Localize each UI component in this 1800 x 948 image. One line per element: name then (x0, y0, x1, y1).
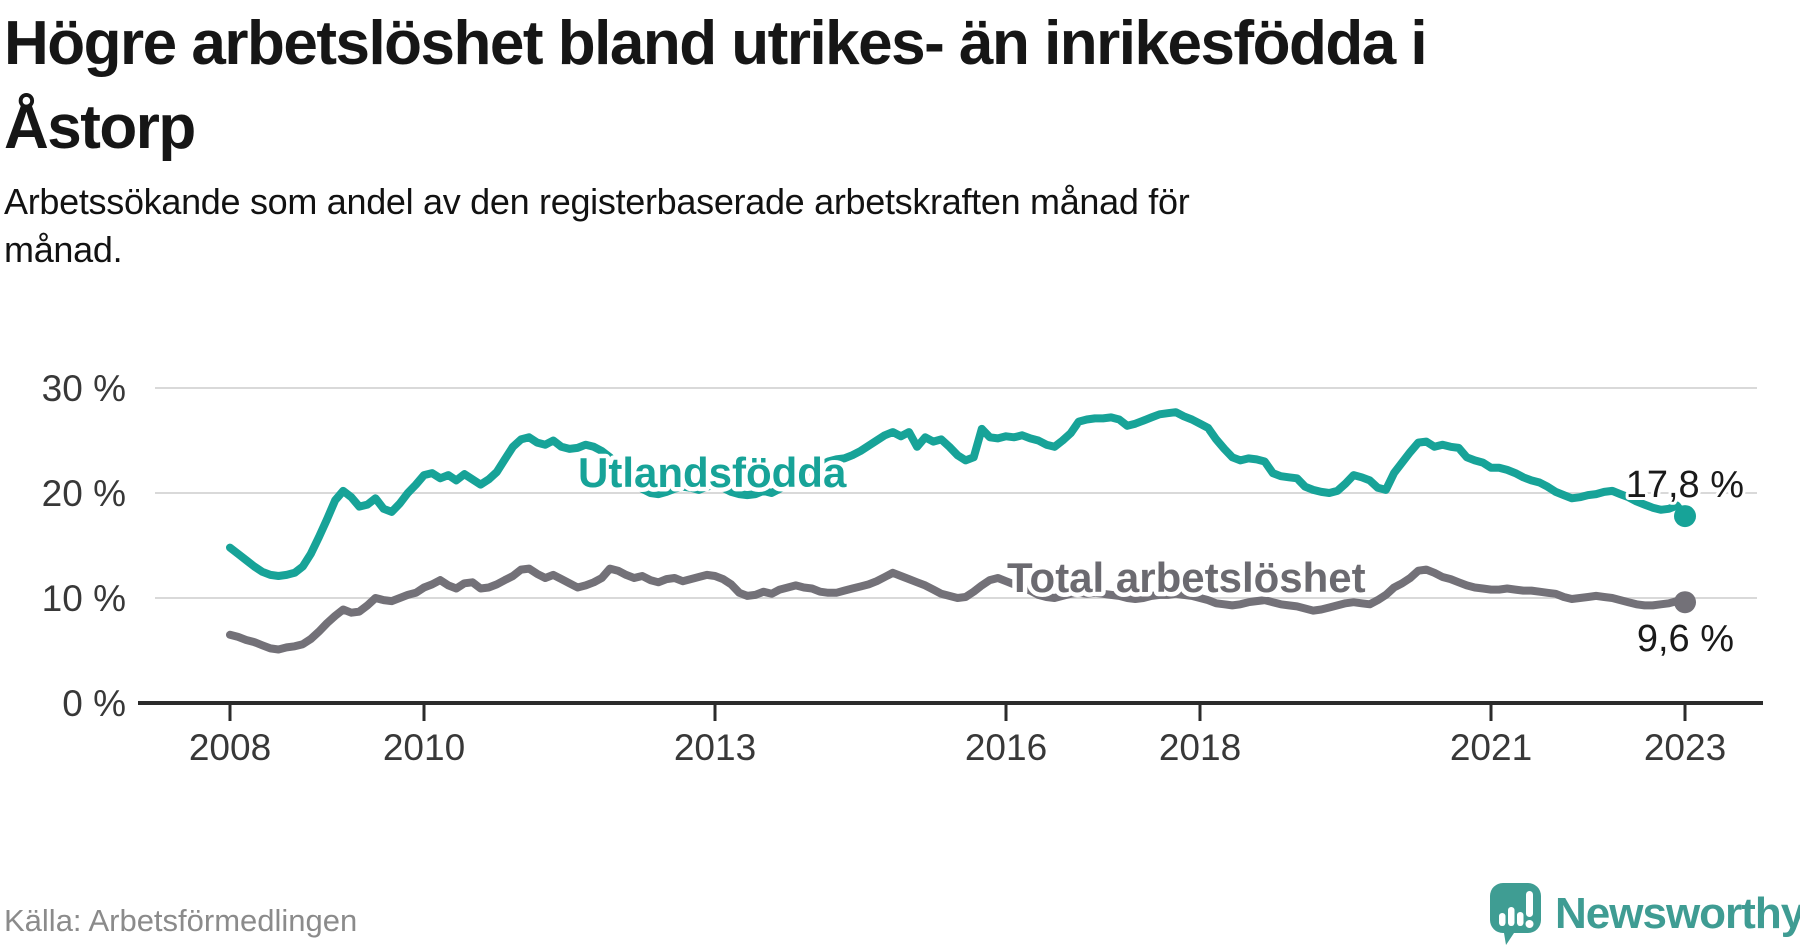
y-axis-label-20: 20 % (42, 473, 126, 514)
series-lines (226, 408, 1696, 654)
x-axis-label-2021: 2021 (1450, 727, 1532, 768)
series-label-total: Total arbetslöshet (1007, 554, 1366, 601)
y-axis-label-30: 30 % (42, 368, 126, 409)
end-dot-total (1674, 591, 1696, 614)
x-axis-label-2010: 2010 (383, 727, 465, 768)
series-label-utlandsfodda: Utlandsfödda (578, 449, 847, 496)
chart-subtitle: Arbetssökande som andel av den registerb… (4, 181, 1190, 270)
newsworthy-logo: Newsworthy (1489, 882, 1800, 946)
speech-bubble-shape (1490, 883, 1541, 945)
series-line-total (226, 564, 1689, 654)
x-axis-label-2013: 2013 (674, 727, 756, 768)
x-axis-label-2008: 2008 (189, 727, 271, 768)
x-axis-label-2018: 2018 (1159, 727, 1241, 768)
source-note: Källa: Arbetsförmedlingen (4, 903, 358, 938)
exclamation-dot (1525, 920, 1534, 928)
series-line-utlandsfodda (226, 408, 1689, 580)
end-value-total: 9,6 % (1637, 618, 1734, 660)
end-dot-utlandsfodda (1674, 505, 1696, 528)
chart-title: Högre arbetslöshet bland utrikes- än inr… (4, 9, 1428, 163)
y-axis-label-10: 10 % (42, 578, 126, 619)
y-axis-label-0: 0 % (62, 683, 126, 724)
newsworthy-bubble-icon (1490, 883, 1541, 945)
x-axis-label-2023: 2023 (1644, 727, 1726, 768)
bar-3 (1517, 912, 1524, 926)
axes: 0 % 10 % 20 % 30 % 2008 2010 2013 2016 2018 2021 2… (42, 368, 1763, 768)
end-value-utlandsfodda: 17,8 % (1626, 464, 1744, 506)
bar-1 (1499, 913, 1506, 926)
exclamation-bar (1526, 891, 1533, 917)
x-axis-label-2016: 2016 (965, 727, 1047, 768)
bar-2 (1508, 907, 1515, 926)
gridlines (155, 387, 1757, 599)
brand-name: Newsworthy (1555, 889, 1800, 938)
